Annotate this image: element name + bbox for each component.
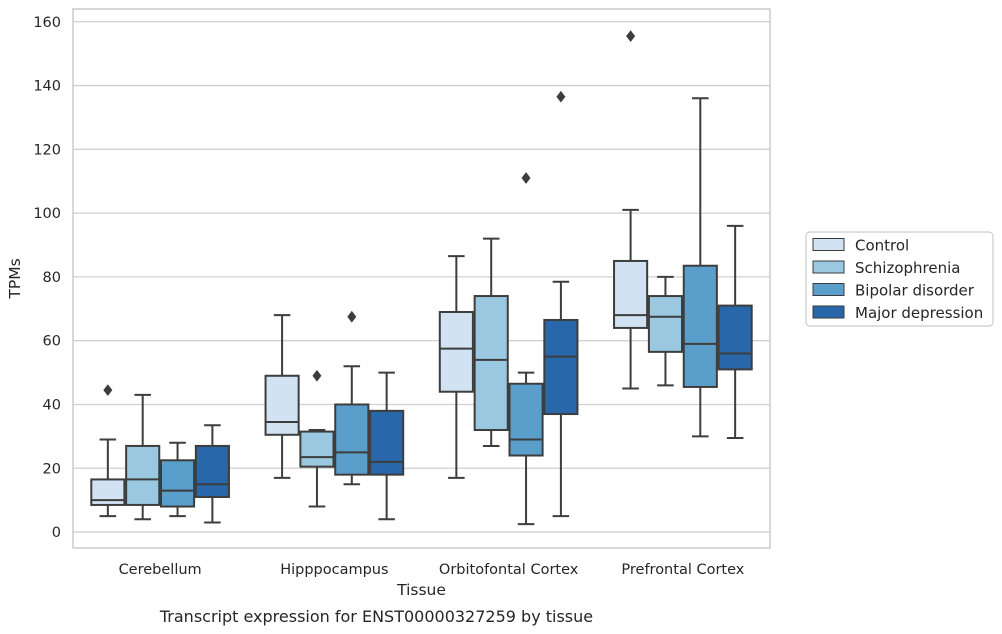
box-cerebellum-major-depression <box>194 424 230 524</box>
box-body <box>717 304 753 371</box>
y-tick-label: 100 <box>33 206 61 222</box>
y-tick-labels: 0 20 40 60 80 100 120 140 160 <box>33 15 61 541</box>
x-tick-label: Cerebellum <box>119 562 202 578</box>
chart-caption: Transcript expression for ENST0000032725… <box>159 607 593 626</box>
box-prefrontal-cortex-bipolar-disorder <box>682 97 718 438</box>
outlier-point <box>347 310 357 323</box>
box-marks <box>90 30 753 526</box>
y-tick-label: 120 <box>33 142 61 158</box>
box-body <box>334 403 370 476</box>
box-prefrontal-cortex-schizophrenia <box>647 275 684 387</box>
box-body <box>508 382 544 457</box>
plot-frame <box>72 8 771 549</box>
box-body <box>682 264 718 388</box>
box-orbitofontal-cortex-schizophrenia <box>473 237 509 447</box>
legend-label: Schizophrenia <box>855 259 960 277</box>
y-tick-label: 140 <box>33 79 61 95</box>
box-cerebellum-schizophrenia <box>125 393 161 521</box>
legend: Control Schizophrenia Bipolar disorder Majo… <box>805 231 994 327</box>
legend-swatch <box>812 260 845 274</box>
legend-swatch <box>812 283 845 296</box>
x-tick-labels: Cerebellum Hipppocampus Orbitofontal Corte… <box>119 562 745 578</box>
box-cerebellum-bipolar-disorder <box>159 441 196 518</box>
box-body <box>543 318 579 416</box>
outlier-point <box>556 90 566 103</box>
box-body <box>264 374 300 436</box>
box-prefrontal-cortex-control <box>613 30 649 390</box>
outlier-point <box>626 30 636 42</box>
legend-frame <box>805 231 994 327</box>
y-tick-label: 160 <box>33 15 61 31</box>
box-hipppocampus-control <box>264 314 300 479</box>
box-body <box>473 295 509 431</box>
box-hipppocampus-schizophrenia <box>299 369 335 508</box>
y-tick-label: 40 <box>43 397 61 413</box>
box-body <box>159 459 196 508</box>
box-hipppocampus-major-depression <box>369 371 405 521</box>
x-tick-label: Orbitofontal Cortex <box>439 562 579 578</box>
box-body <box>613 259 649 329</box>
y-tick-label: 20 <box>43 461 61 477</box>
box-body <box>647 295 684 353</box>
legend-label: Major depression <box>855 304 983 322</box>
box-body <box>438 310 474 393</box>
legend-label: Bipolar disorder <box>855 282 975 300</box>
outlier-point <box>312 369 322 382</box>
box-body <box>369 409 405 476</box>
legend-label: Control <box>855 237 909 255</box>
outlier-point <box>103 384 113 396</box>
x-axis-label: Tissue <box>396 581 446 599</box>
legend-swatch <box>812 238 845 251</box>
y-tick-label: 60 <box>43 334 61 350</box>
box-hipppocampus-bipolar-disorder <box>334 310 370 486</box>
y-axis-label: TPMs <box>6 258 24 299</box>
box-orbitofontal-cortex-control <box>438 255 474 479</box>
outlier-point <box>521 172 531 184</box>
x-tick-label: Hipppocampus <box>280 562 388 578</box>
box-prefrontal-cortex-major-depression <box>717 224 753 439</box>
y-tick-label: 80 <box>43 270 61 286</box>
x-tick-label: Prefrontal Cortex <box>621 562 744 578</box>
box-body <box>299 430 335 468</box>
box-orbitofontal-cortex-major-depression <box>543 90 579 518</box>
box-cerebellum-control <box>90 384 126 518</box>
y-tick-label: 0 <box>52 525 61 541</box>
legend-swatch <box>812 305 845 319</box>
box-orbitofontal-cortex-bipolar-disorder <box>508 172 544 526</box>
box-body <box>194 444 230 498</box>
box-body <box>125 444 161 506</box>
